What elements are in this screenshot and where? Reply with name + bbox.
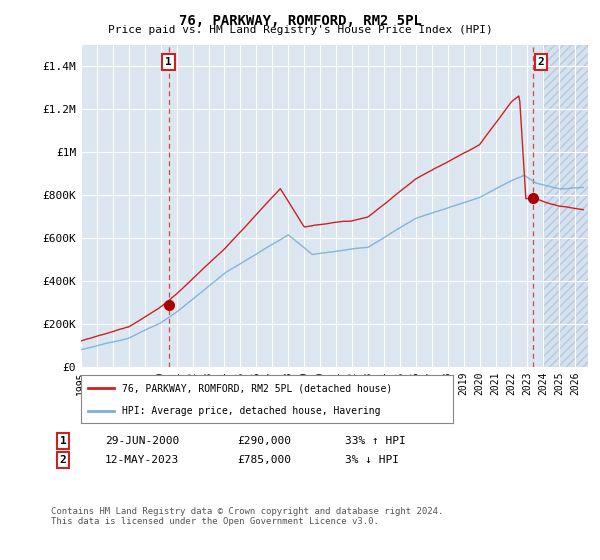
Text: £290,000: £290,000 <box>237 436 291 446</box>
Text: Contains HM Land Registry data © Crown copyright and database right 2024.
This d: Contains HM Land Registry data © Crown c… <box>51 507 443 526</box>
Text: 2: 2 <box>59 455 67 465</box>
Text: 29-JUN-2000: 29-JUN-2000 <box>105 436 179 446</box>
Text: Price paid vs. HM Land Registry's House Price Index (HPI): Price paid vs. HM Land Registry's House … <box>107 25 493 35</box>
Text: £785,000: £785,000 <box>237 455 291 465</box>
Text: 76, PARKWAY, ROMFORD, RM2 5PL: 76, PARKWAY, ROMFORD, RM2 5PL <box>179 14 421 28</box>
Text: 1: 1 <box>165 57 172 67</box>
Text: 12-MAY-2023: 12-MAY-2023 <box>105 455 179 465</box>
Text: 2: 2 <box>538 57 545 67</box>
Text: 33% ↑ HPI: 33% ↑ HPI <box>345 436 406 446</box>
Text: 76, PARKWAY, ROMFORD, RM2 5PL (detached house): 76, PARKWAY, ROMFORD, RM2 5PL (detached … <box>122 383 392 393</box>
Text: HPI: Average price, detached house, Havering: HPI: Average price, detached house, Have… <box>122 406 380 416</box>
Text: 3% ↓ HPI: 3% ↓ HPI <box>345 455 399 465</box>
Text: 1: 1 <box>59 436 67 446</box>
